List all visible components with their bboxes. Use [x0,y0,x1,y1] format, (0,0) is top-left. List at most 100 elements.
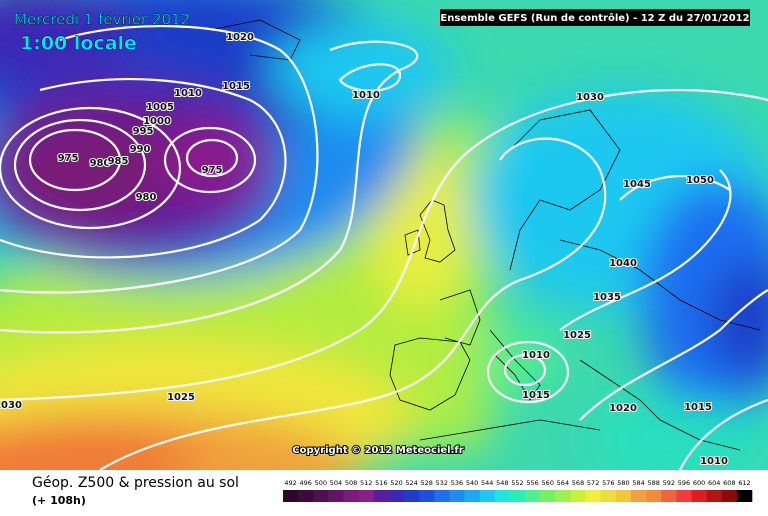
isobar-label: 990 [130,144,151,155]
scale-label: 612 [738,479,750,487]
scale-label: 600 [693,479,705,487]
scale-label: 604 [708,479,720,487]
scale-swatch [615,490,632,502]
scale-label: 512 [360,479,372,487]
scale-label: 548 [496,479,508,487]
scale-swatch [570,490,586,502]
scale-swatch [464,490,480,502]
scale-swatch [525,490,541,502]
map-time: 1:00 locale [20,33,137,55]
scale-swatch [419,490,435,502]
coastlines [209,19,761,451]
scale-swatch [661,490,677,502]
scale-label: 492 [284,479,296,487]
isobar-label: 1030 [576,92,604,103]
isobar-label: 1015 [684,402,712,413]
scale-swatch [283,490,299,502]
scale-swatch [555,490,571,502]
color-scale: 492 496 500 504 508 512 516 520 524 528 532 536 540 5… [283,479,753,502]
run-info: Ensemble GEFS (Run de contrôle) - 12 Z d… [440,12,749,24]
scale-label: 580 [617,479,629,487]
scale-label: 504 [330,479,342,487]
scale-swatch [676,490,692,502]
scale-swatch [298,490,314,502]
isobar-label: 1010 [700,456,728,467]
isobar-label: 1010 [174,88,202,99]
scale-label: 524 [405,479,417,487]
copyright: Copyright © 2012 Meteociel.fr [292,445,463,456]
isobar-label: 975 [58,153,79,164]
scale-swatch [509,490,526,502]
isobar-label: 1030 [0,400,22,411]
run-box [440,9,750,26]
scale-swatch [706,490,723,502]
scale-label: 552 [511,479,523,487]
scale-swatch [585,490,602,502]
isobar-label: 1020 [609,403,637,414]
scale-swatch [358,490,375,502]
footer-lead: (+ 108h) [32,494,86,507]
scale-label: 564 [557,479,569,487]
scale-label: 556 [526,479,538,487]
scale-swatch [404,490,420,502]
isobar-label: 1005 [146,102,174,113]
scale-label: 592 [663,479,675,487]
isobar-label: 1025 [167,392,195,403]
isobar-label: 975 [202,165,223,176]
isobar-label: 980 [136,192,157,203]
scale-swatch [388,490,405,502]
scale-swatch [691,490,707,502]
scale-swatch [313,490,329,502]
scale-swatch [600,490,617,502]
scale-label: 560 [542,479,554,487]
scale-label: 528 [421,479,433,487]
isobar-label: 1010 [522,350,550,361]
isobar-label: 1035 [593,292,621,303]
isobar-label: 1015 [222,81,250,92]
isobar-label: 1040 [609,258,637,269]
isobar-label: 1020 [226,32,254,43]
scale-swatch [540,490,556,502]
scale-swatch [434,490,450,502]
scale-label: 536 [451,479,463,487]
isobar-label: 995 [133,126,154,137]
isobar-label: 1010 [352,90,380,101]
scale-label: 496 [299,479,311,487]
scale-label: 520 [390,479,402,487]
scale-label: 608 [723,479,735,487]
scale-label: 572 [587,479,599,487]
scale-swatch [479,490,496,502]
scale-label: 544 [481,479,493,487]
scale-swatch [736,490,753,502]
scale-swatch [646,490,662,502]
isobar-label: 1050 [686,175,714,186]
isobar-label: 1015 [522,390,550,401]
scale-swatch [343,490,359,502]
isobar-lines [0,24,768,470]
scale-label: 500 [315,479,327,487]
scale-label: 588 [647,479,659,487]
scale-swatch [721,490,738,502]
scale-swatch [373,490,390,502]
scale-swatch [630,490,647,502]
isobar-label: 985 [108,156,129,167]
footer-title: Géop. Z500 & pression au sol [32,475,239,491]
scale-swatch [328,490,344,502]
scale-label: 576 [602,479,614,487]
isobar-label: 980 [90,158,111,169]
map-date: Mercredi 1 février 2012 [14,11,190,29]
isobar-label: 1045 [623,179,651,190]
scale-swatch [449,490,465,502]
scale-label: 516 [375,479,387,487]
scale-swatch [494,490,511,502]
isobar-label: 1000 [143,116,171,127]
isobar-label: 1025 [563,330,591,341]
scale-label: 568 [572,479,584,487]
scale-label: 540 [466,479,478,487]
scale-label: 508 [345,479,357,487]
scale-label: 584 [632,479,644,487]
